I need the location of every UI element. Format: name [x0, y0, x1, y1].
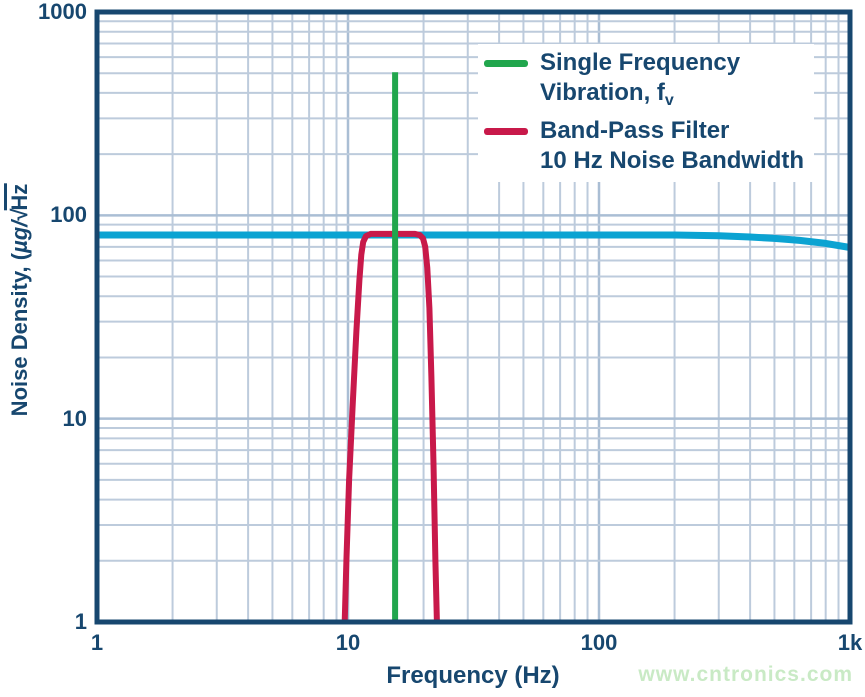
x-tick-label: 100: [580, 630, 618, 655]
legend-swatch-band-pass: [484, 128, 528, 135]
legend-swatch-single-frequency: [484, 60, 528, 67]
y-tick-label: 10: [62, 405, 87, 431]
legend-label-line: Band-Pass Filter: [540, 117, 730, 144]
y-tick-label: 100: [50, 202, 87, 228]
y-axis-unit: µg/: [7, 220, 32, 253]
subscript-v: v: [664, 92, 674, 109]
legend-label-line: Single Frequency: [540, 49, 741, 76]
x-tick-label: 1: [90, 630, 104, 655]
x-tick-label: 10: [335, 630, 361, 655]
sqrt-sign: √: [7, 210, 32, 221]
x-axis-title: Frequency (Hz): [386, 662, 560, 689]
y-tick-label: 1: [74, 609, 87, 634]
legend-spacer: [484, 78, 540, 116]
y-axis-title: Noise Density, (µg/√Hz: [4, 183, 33, 417]
series-vibration-noise-density: [97, 231, 851, 251]
legend-label-line: Vibration, fv: [540, 79, 674, 109]
legend-spacer: [484, 146, 540, 176]
plot-frame: [94, 9, 853, 625]
y-axis-title-prefix: Noise Density, (: [7, 252, 32, 417]
sqrt-radicand: Hz: [4, 183, 32, 211]
chart-legend: Single Frequency Vibration, fv Band-Pass…: [478, 44, 815, 182]
legend-label-line: 10 Hz Noise Bandwidth: [540, 147, 805, 174]
x-tick-label: 1k: [837, 630, 863, 655]
watermark: www.cntronics.com: [638, 663, 853, 686]
y-tick-label: 1000: [38, 0, 87, 24]
